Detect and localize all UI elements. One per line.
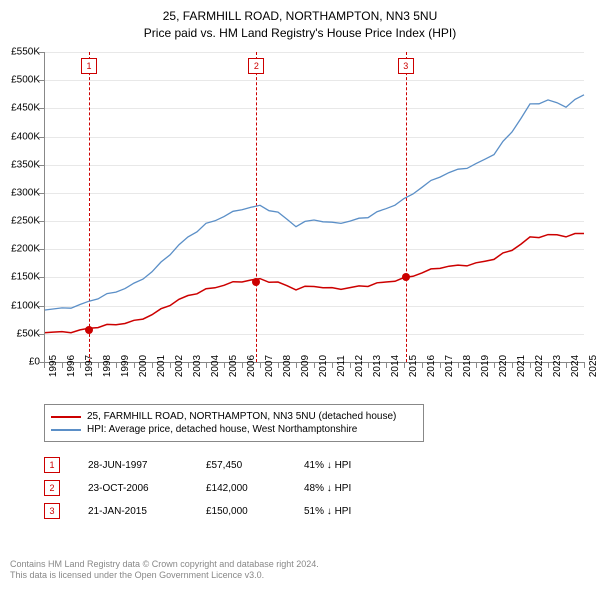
y-tick-label: £100K <box>11 300 40 311</box>
y-tick-label: £50K <box>17 328 40 339</box>
title-address: 25, FARMHILL ROAD, NORTHAMPTON, NN3 5NU <box>0 8 600 25</box>
event-marker-3: 3 <box>44 503 60 519</box>
x-tick-label: 2017 <box>444 355 455 377</box>
x-tick-label: 2011 <box>336 355 347 377</box>
chart-container: 25, FARMHILL ROAD, NORTHAMPTON, NN3 5NU … <box>0 0 600 590</box>
x-tick-label: 2007 <box>264 355 275 377</box>
events-table: 1 28-JUN-1997 £57,450 41% ↓ HPI 2 23-OCT… <box>44 450 444 526</box>
event-date-2: 23-OCT-2006 <box>88 483 178 494</box>
x-tick-label: 1995 <box>48 355 59 377</box>
footer: Contains HM Land Registry data © Crown c… <box>10 559 319 582</box>
y-tick-label: £400K <box>11 131 40 142</box>
x-tick-label: 2008 <box>282 355 293 377</box>
y-tick-label: £550K <box>11 47 40 58</box>
x-tick-label: 2001 <box>156 355 167 377</box>
x-tick-label: 1998 <box>102 355 113 377</box>
x-tick-label: 1997 <box>84 355 95 377</box>
x-tick-label: 2016 <box>426 355 437 377</box>
x-tick-label: 2015 <box>408 355 419 377</box>
legend: 25, FARMHILL ROAD, NORTHAMPTON, NN3 5NU … <box>44 404 424 442</box>
x-tick-label: 1996 <box>66 355 77 377</box>
chart-axes <box>44 52 585 363</box>
y-tick-label: £150K <box>11 272 40 283</box>
x-tick-label: 2010 <box>318 355 329 377</box>
x-tick-label: 2023 <box>552 355 563 377</box>
event-price-2: £142,000 <box>206 483 276 494</box>
legend-item-hpi: HPI: Average price, detached house, West… <box>51 424 417 435</box>
y-tick-label: £200K <box>11 244 40 255</box>
event-row-1: 1 28-JUN-1997 £57,450 41% ↓ HPI <box>44 457 444 473</box>
title-subtitle: Price paid vs. HM Land Registry's House … <box>0 25 600 42</box>
x-tick-label: 2003 <box>192 355 203 377</box>
x-tick-label: 2004 <box>210 355 221 377</box>
x-tick-label: 2014 <box>390 355 401 377</box>
y-tick-label: £500K <box>11 75 40 86</box>
x-tick-label: 2019 <box>480 355 491 377</box>
event-price-3: £150,000 <box>206 506 276 517</box>
y-tick-label: £250K <box>11 216 40 227</box>
x-tick-label: 2006 <box>246 355 257 377</box>
legend-swatch-price-paid <box>51 416 81 418</box>
x-tick-label: 2005 <box>228 355 239 377</box>
legend-label-hpi: HPI: Average price, detached house, West… <box>87 424 357 435</box>
legend-item-price-paid: 25, FARMHILL ROAD, NORTHAMPTON, NN3 5NU … <box>51 411 417 422</box>
x-tick-label: 2022 <box>534 355 545 377</box>
title-block: 25, FARMHILL ROAD, NORTHAMPTON, NN3 5NU … <box>0 0 600 42</box>
y-tick-label: £450K <box>11 103 40 114</box>
legend-swatch-hpi <box>51 429 81 431</box>
y-tick-label: £300K <box>11 187 40 198</box>
y-tick-label: £350K <box>11 159 40 170</box>
x-tick-label: 2018 <box>462 355 473 377</box>
x-tick-label: 2025 <box>588 355 599 377</box>
x-tick-label: 2013 <box>372 355 383 377</box>
legend-label-price-paid: 25, FARMHILL ROAD, NORTHAMPTON, NN3 5NU … <box>87 411 396 422</box>
event-date-1: 28-JUN-1997 <box>88 460 178 471</box>
event-pct-2: 48% ↓ HPI <box>304 483 384 494</box>
x-tick-label: 2002 <box>174 355 185 377</box>
x-tick-label: 2012 <box>354 355 365 377</box>
x-tick-label: 2020 <box>498 355 509 377</box>
x-tick-label: 2009 <box>300 355 311 377</box>
event-row-3: 3 21-JAN-2015 £150,000 51% ↓ HPI <box>44 503 444 519</box>
x-tick-label: 2024 <box>570 355 581 377</box>
footer-line2: This data is licensed under the Open Gov… <box>10 570 319 582</box>
event-marker-2: 2 <box>44 480 60 496</box>
event-pct-3: 51% ↓ HPI <box>304 506 384 517</box>
event-pct-1: 41% ↓ HPI <box>304 460 384 471</box>
x-tick-label: 2021 <box>516 355 527 377</box>
x-tick-label: 1999 <box>120 355 131 377</box>
event-price-1: £57,450 <box>206 460 276 471</box>
event-marker-1: 1 <box>44 457 60 473</box>
event-row-2: 2 23-OCT-2006 £142,000 48% ↓ HPI <box>44 480 444 496</box>
x-tick-label: 2000 <box>138 355 149 377</box>
event-date-3: 21-JAN-2015 <box>88 506 178 517</box>
footer-line1: Contains HM Land Registry data © Crown c… <box>10 559 319 571</box>
